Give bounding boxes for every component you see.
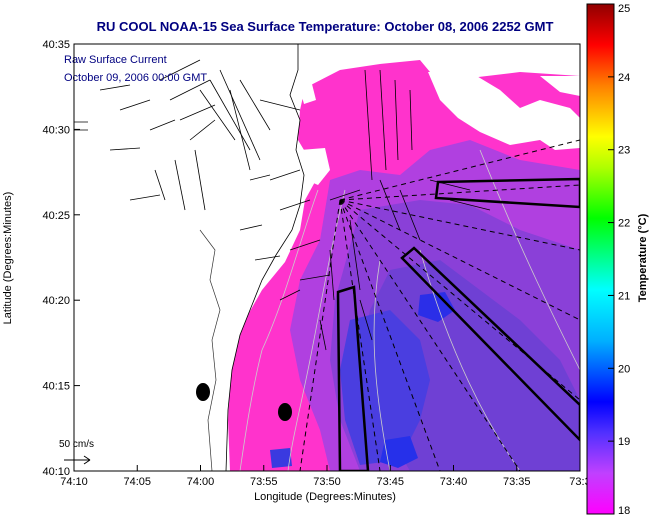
edge-arrows <box>74 121 88 131</box>
x-tick-label: 73:3 <box>569 476 590 488</box>
overlay-label-2: October 09, 2006 00:00 GMT <box>64 72 207 84</box>
x-tick-label: 74:10 <box>60 476 88 488</box>
x-tick-label: 73:55 <box>250 476 278 488</box>
y-tick-label: 40:30 <box>42 124 70 136</box>
x-tick-label: 73:40 <box>440 476 468 488</box>
y-axis-label: Latitude (Degrees:Minutes) <box>2 192 14 325</box>
x-tick-label: 74:00 <box>187 476 215 488</box>
scale-label: 50 cm/s <box>59 439 94 450</box>
x-tick-label: 73:50 <box>313 476 341 488</box>
overlay-label-1: Raw Surface Current <box>64 54 167 66</box>
mooring-marker-1 <box>196 383 210 401</box>
colorbar-tick-label: 19 <box>618 436 630 448</box>
sampling-sectors <box>336 177 580 471</box>
colorbar-tick-label: 23 <box>618 145 630 157</box>
y-tick-label: 40:35 <box>42 39 70 51</box>
surface-current-vectors <box>99 59 491 351</box>
colorbar-tick-label: 22 <box>618 218 630 230</box>
x-axis-label: Longitude (Degrees:Minutes) <box>254 491 396 503</box>
x-axis-ticks: 74:10 74:05 74:00 73:55 73:50 73:45 73:40 73:35… <box>60 465 591 488</box>
y-axis-ticks: 40:35 40:30 40:25 40:20 40:15 40:10 <box>42 39 80 478</box>
colorbar <box>586 3 615 515</box>
sector-east <box>434 177 580 209</box>
scale-arrow <box>64 455 91 465</box>
colorbar-tick-label: 24 <box>618 72 630 84</box>
x-tick-label: 73:45 <box>376 476 404 488</box>
colorbar-tick-label: 20 <box>618 363 630 375</box>
y-tick-label: 40:25 <box>42 210 70 222</box>
y-tick-label: 40:15 <box>42 381 70 393</box>
colorbar-tick-label: 25 <box>618 3 630 15</box>
radar-radials <box>299 139 580 471</box>
map-title: RU COOL NOAA-15 Sea Surface Temperature:… <box>97 19 554 34</box>
bathymetry-contours <box>239 149 580 471</box>
sst-field <box>228 60 580 471</box>
x-tick-label: 73:35 <box>503 476 531 488</box>
x-tick-label: 74:05 <box>123 476 151 488</box>
colorbar-label: Temperature (°C) <box>637 213 649 302</box>
mooring-marker-2 <box>278 403 292 421</box>
coastline-detail <box>199 229 221 471</box>
y-tick-label: 40:10 <box>42 466 70 478</box>
land-mass <box>74 44 305 471</box>
colorbar-tick-label: 21 <box>618 290 630 302</box>
map-plot-area <box>74 44 580 471</box>
colorbar-ticks: 25 24 23 22 21 20 19 18 <box>608 3 630 517</box>
y-tick-label: 40:20 <box>42 295 70 307</box>
sector-south <box>336 285 370 471</box>
colorbar-tick-label: 18 <box>618 505 630 517</box>
sector-southeast <box>400 246 580 442</box>
